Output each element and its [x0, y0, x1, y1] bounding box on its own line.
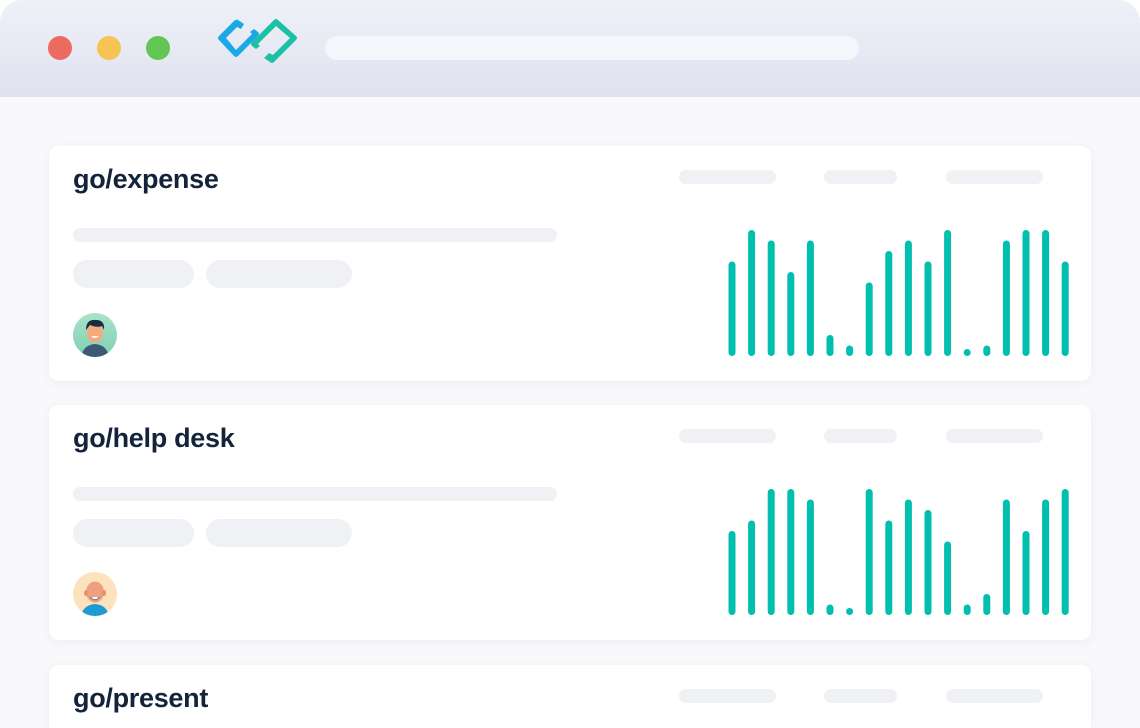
description-placeholder [73, 228, 557, 242]
chart-bar [924, 510, 932, 615]
chart-bar [944, 230, 952, 356]
chart-bar [748, 230, 756, 356]
chart-bar [1022, 531, 1030, 615]
chart-bar [904, 499, 912, 615]
chart-bar [865, 489, 873, 615]
chart-bar [1042, 499, 1050, 615]
golink-card[interactable]: go/present [49, 665, 1091, 728]
tag-placeholder [206, 260, 352, 288]
chart-bar [1042, 230, 1050, 356]
chart-bar [1002, 499, 1010, 615]
chart-bar [846, 345, 854, 356]
golink-card[interactable]: go/expense [49, 146, 1091, 381]
placeholder [824, 170, 897, 184]
chart-bar [924, 261, 932, 356]
chart-bar [826, 335, 834, 356]
chart-bar [728, 261, 736, 356]
avatar-young-man-icon [73, 313, 117, 357]
chart-bar [983, 345, 991, 356]
chart-bar [846, 608, 854, 615]
maximize-button[interactable] [146, 36, 170, 60]
placeholder [946, 689, 1043, 703]
chart-bar [787, 272, 795, 356]
chart-bar [885, 520, 893, 615]
chart-bar [748, 520, 756, 615]
title-bar [0, 0, 1140, 97]
chart-bar [728, 531, 736, 615]
chart-bar [865, 282, 873, 356]
chart-bar [826, 604, 834, 615]
golinks-logo-icon [218, 19, 297, 63]
chart-bar [885, 251, 893, 356]
chart-bar [963, 349, 971, 356]
tag-placeholder [206, 519, 352, 547]
minimize-button[interactable] [97, 36, 121, 60]
golink-title: go/help desk [73, 423, 235, 453]
chart-bar [1061, 489, 1069, 615]
chart-bar [1022, 230, 1030, 356]
chart-bar [904, 240, 912, 356]
chart-bar [983, 594, 991, 615]
chart-bar [767, 489, 775, 615]
golink-title: go/expense [73, 164, 219, 194]
chart-bar [963, 604, 971, 615]
placeholder [679, 689, 776, 703]
chart-bar [787, 489, 795, 615]
usage-chart [728, 489, 1069, 615]
usage-chart [728, 230, 1069, 356]
chart-bar [1002, 240, 1010, 356]
placeholder [946, 170, 1043, 184]
golink-title: go/present [73, 683, 209, 713]
chart-bar [767, 240, 775, 356]
avatar-bald-man-icon [73, 572, 117, 616]
close-button[interactable] [48, 36, 72, 60]
tag-placeholder [73, 519, 194, 547]
chart-bar [1061, 261, 1069, 356]
chart-bar [806, 240, 814, 356]
golink-card[interactable]: go/help desk [49, 405, 1091, 640]
chart-bar [944, 541, 952, 615]
description-placeholder [73, 487, 557, 501]
placeholder [824, 689, 897, 703]
placeholder [946, 429, 1043, 443]
tag-placeholder [73, 260, 194, 288]
placeholder [679, 429, 776, 443]
placeholder [824, 429, 897, 443]
chart-bar [806, 499, 814, 615]
placeholder [679, 170, 776, 184]
address-bar[interactable] [325, 36, 859, 60]
